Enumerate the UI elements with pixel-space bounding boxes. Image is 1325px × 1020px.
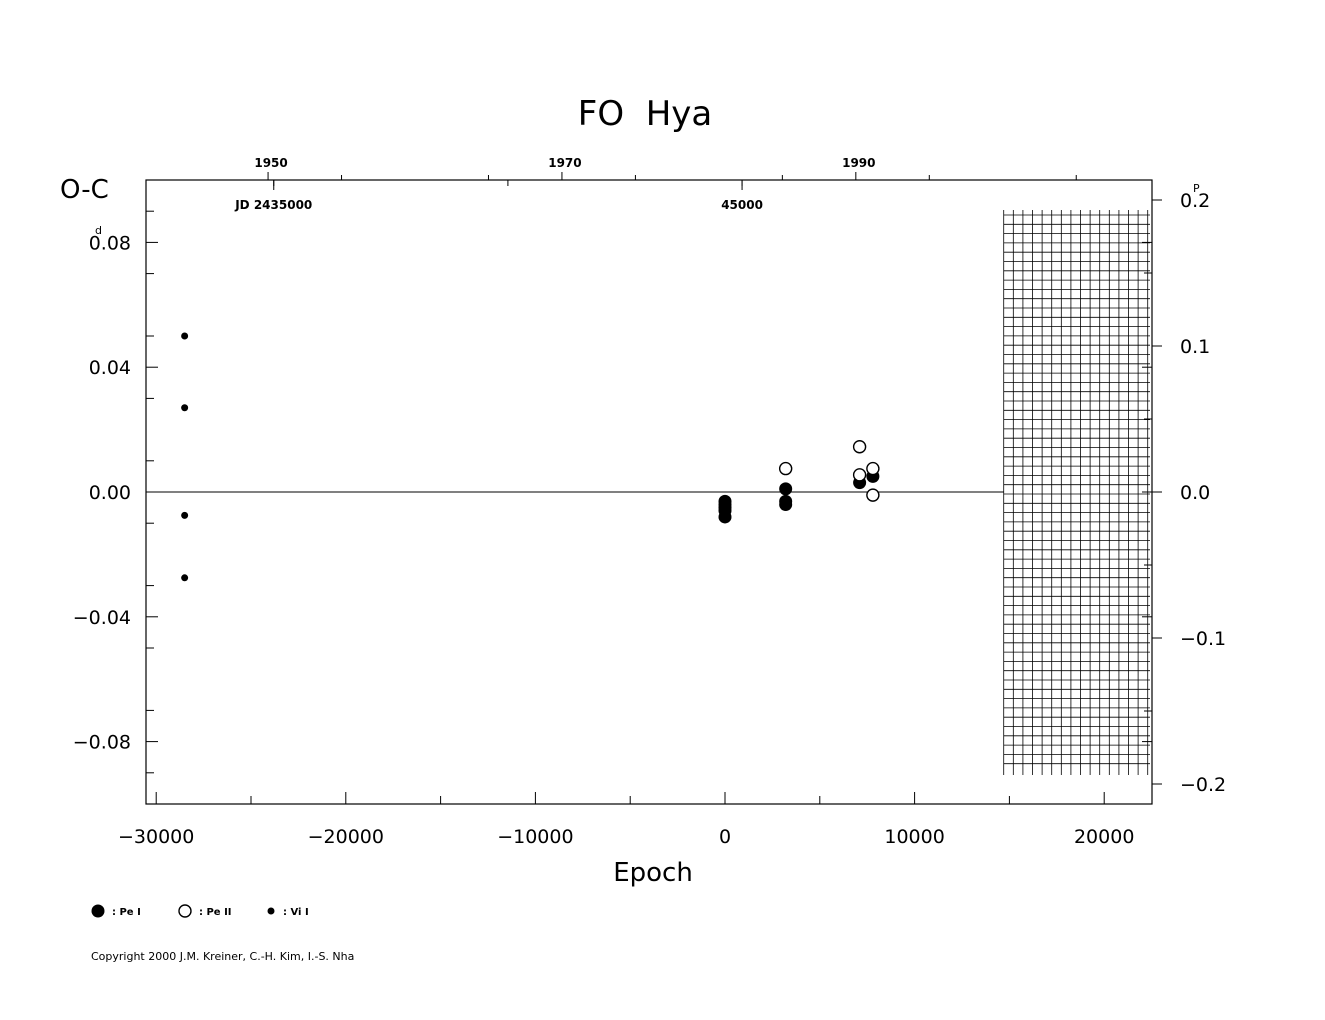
x-tick-label: 0 [719,826,731,848]
y-tick-label-right: −0.2 [1180,774,1226,796]
y-tick-label-right: 0.1 [1180,336,1210,358]
y-tick-label-left: −0.08 [73,732,131,754]
data-point [852,468,867,482]
data-point [779,482,793,496]
y-axis-unit-left: d [95,224,102,237]
copyright-notice: Copyright 2000 J.M. Kreiner, C.-H. Kim, … [91,950,354,963]
hatched-region [1003,210,1150,775]
y-tick-label-left: 0.04 [89,357,131,379]
year-tick-label: 1950 [254,156,287,170]
legend: : Pe I : Pe II : Vi I [91,904,309,918]
year-tick-label: 1990 [842,156,875,170]
data-point [181,404,189,412]
data-point [181,332,189,340]
axes-ticks: −30000 −20000 −10000 0 10000 20000 0.08 0.04 0.0… [73,156,1226,848]
year-tick-label: 1970 [548,156,581,170]
legend-label-pe-i: : Pe I [112,907,141,918]
x-tick-label: −10000 [497,826,573,848]
y-tick-label-right: −0.1 [1180,628,1226,650]
legend-label-pe-ii: : Pe II [199,907,232,918]
legend-marker-vi-i [267,907,275,915]
x-tick-label: 10000 [884,826,944,848]
y-tick-label-right: 0.0 [1180,482,1210,504]
y-tick-label-left: 0.00 [89,482,131,504]
legend-marker-pe-ii [178,904,192,918]
data-point [181,574,189,582]
plot-frame [145,179,1153,805]
jd-tick-label: 45000 [721,198,763,212]
x-tick-label: 20000 [1074,826,1134,848]
x-tick-label: −30000 [118,826,194,848]
data-point [852,440,867,454]
y-tick-label-left: −0.04 [73,607,131,629]
x-axis-label: Epoch [613,858,693,888]
legend-marker-pe-i [91,904,105,918]
data-point [718,510,732,524]
y-axis-unit-right: P [1193,182,1200,195]
data-point [181,511,189,519]
y-tick-label-left: 0.08 [89,232,131,254]
data-point [778,461,793,476]
data-point [866,461,880,476]
chart-title: FO Hya [578,94,712,134]
legend-label-vi-i: : Vi I [283,907,309,918]
data-point [779,497,793,511]
data-points [181,332,880,582]
data-point [866,488,880,502]
y-axis-label: O-C [60,175,109,205]
x-tick-label: −20000 [308,826,384,848]
jd-tick-label: JD 2435000 [234,198,312,212]
y-tick-label-right: 0.2 [1180,190,1210,212]
